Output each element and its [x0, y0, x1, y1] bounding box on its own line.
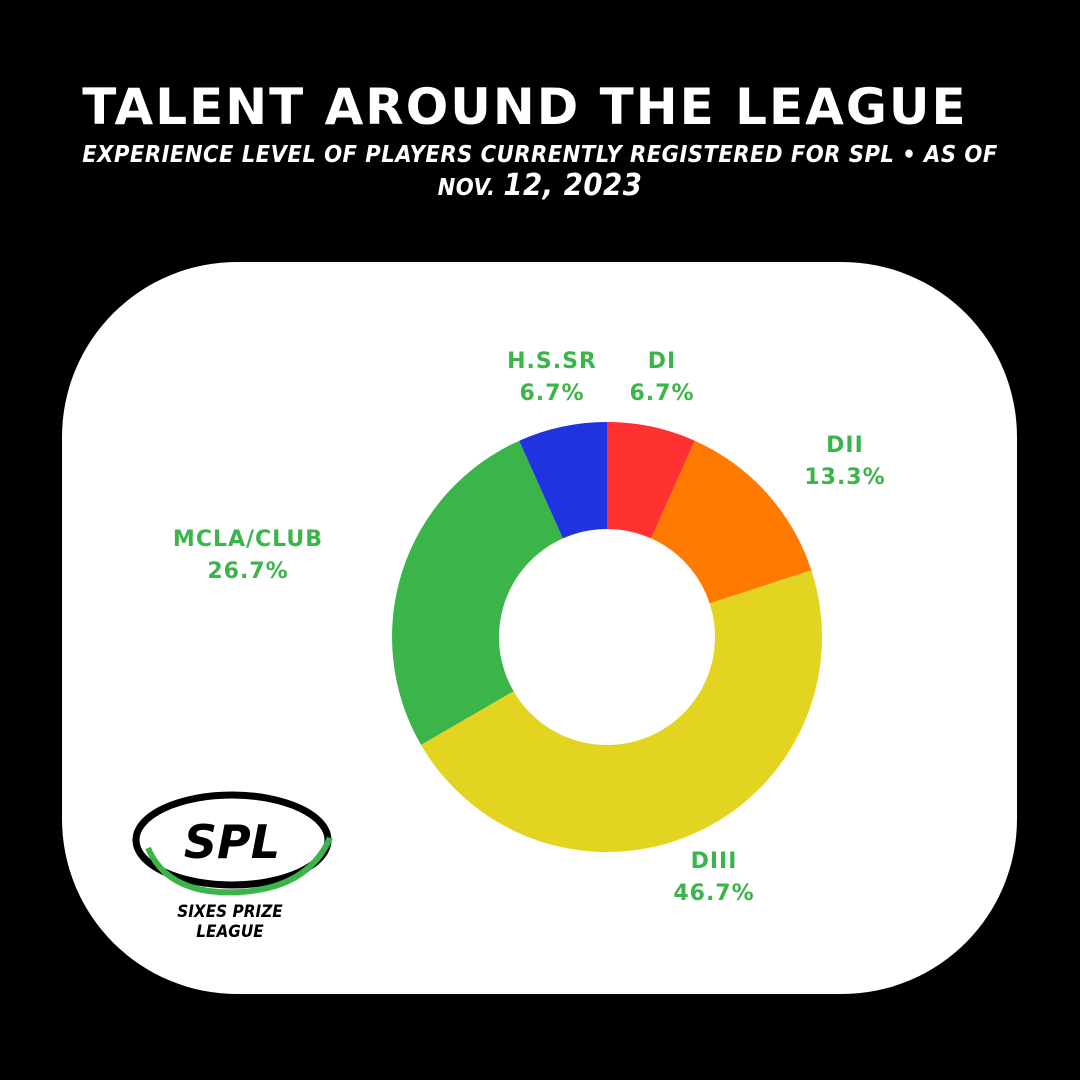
slice-label-dii: DII — [826, 433, 864, 458]
page-subtitle: EXPERIENCE LEVEL OF PLAYERS CURRENTLY RE… — [71, 142, 1009, 203]
slice-value-dii: 13.3% — [804, 465, 885, 490]
slice-label-diii: DIII — [691, 849, 738, 874]
slice-h-s-sr — [519, 422, 607, 539]
subtitle-date: 12, 2023 — [503, 168, 643, 203]
slice-label-mcla-club: MCLA/CLUB — [173, 527, 323, 552]
page-title: TALENT AROUND THE LEAGUE — [82, 78, 968, 136]
slice-value-di: 6.7% — [629, 381, 694, 406]
slice-diii — [421, 570, 822, 852]
logo-ring-green — [145, 836, 333, 896]
slice-label-di: DI — [648, 349, 676, 374]
subtitle-prefix: EXPERIENCE LEVEL OF PLAYERS CURRENTLY RE… — [82, 142, 998, 201]
slice-dii — [651, 440, 812, 604]
spl-logo: SPL — [132, 791, 333, 896]
logo-mark-text: SPL — [184, 815, 280, 869]
slice-value-diii: 46.7% — [673, 881, 754, 906]
slice-value-mcla-club: 26.7% — [207, 559, 288, 584]
logo-caption: SIXES PRIZE LEAGUE — [177, 902, 283, 942]
slice-value-h-s-sr: 6.7% — [519, 381, 584, 406]
chart-card — [62, 262, 1017, 994]
slice-label-h-s-sr: H.S.SR — [507, 349, 597, 374]
slice-mcla-club — [392, 440, 563, 745]
slice-di — [607, 422, 695, 539]
